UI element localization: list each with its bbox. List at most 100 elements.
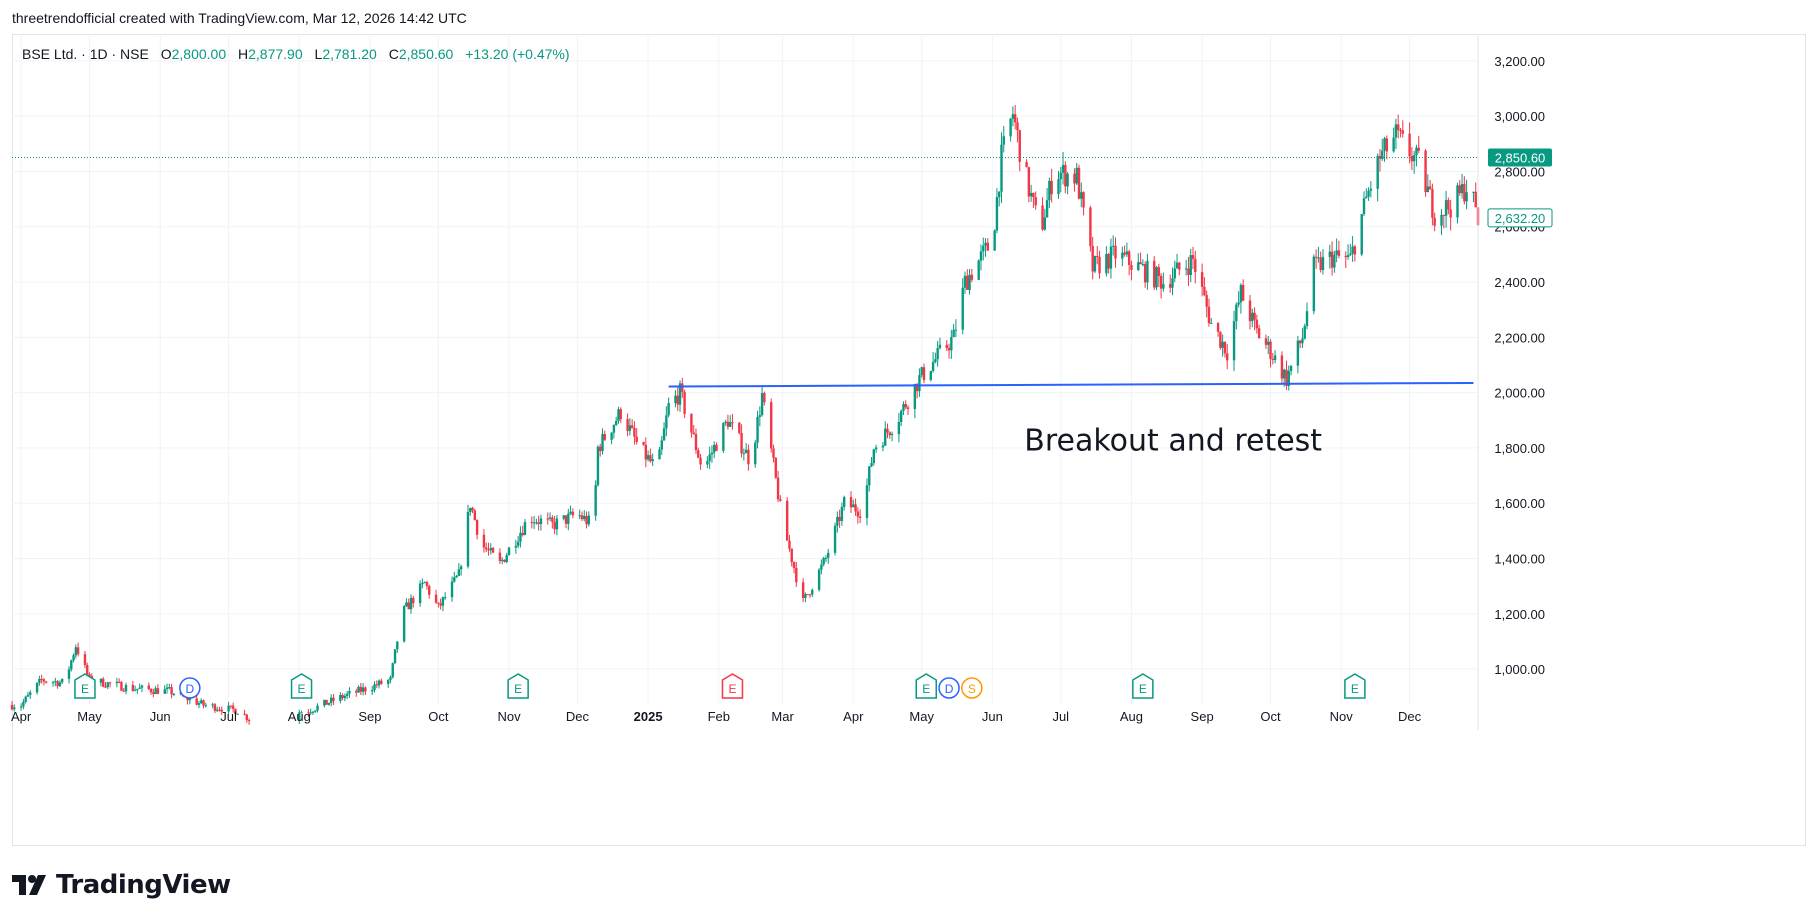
candle-body [74,647,78,656]
axis-layer: 1,000.00 1,200.00 1,400.00 1,600.00 1,800.00… [11,36,1553,730]
candle-body [1109,246,1113,269]
candle-body [870,462,873,467]
symbol-label[interactable]: BSE Ltd. · 1D · NSE [22,46,149,62]
x-tick-label: Apr [843,709,864,724]
candle-body [555,518,559,530]
candle-body [1153,260,1156,288]
candle-body [1121,252,1124,259]
candle-body [665,415,668,429]
candle-body [754,442,757,465]
candle-body [633,427,636,437]
candle-body [1351,246,1354,254]
candle-body [920,367,923,376]
candle-body [332,697,335,701]
candle-body [801,582,805,599]
candle-body [728,422,732,427]
chart-frame[interactable] [12,34,1806,846]
candle-body [1426,186,1430,193]
candle-body [1239,284,1243,303]
candle-body [140,685,144,688]
candle-body [323,699,326,706]
tradingview-logo[interactable]: TradingView [12,870,231,900]
candle-body [482,534,486,548]
candle-body [1187,268,1190,275]
x-tick-label: Jul [220,709,237,724]
candle-body [874,447,878,450]
candle-body [790,548,793,563]
candle-body [138,687,141,689]
earnings-marker-label: E [728,682,736,696]
candle-body [514,545,518,548]
candle-body [1424,150,1427,193]
earnings-marker-label: E [1351,682,1359,696]
candle-body [904,404,907,408]
candle-body [54,681,57,683]
candle-body [546,518,549,520]
candle-body [772,448,775,458]
candle-body [218,709,221,711]
candle-body [152,692,155,694]
candle-body [439,603,442,606]
candles-layer [10,104,1480,725]
candle-body [1139,262,1142,265]
candle-body [325,699,328,705]
candle-body [393,649,397,664]
candle-body [724,421,727,424]
candle-body [88,674,91,677]
candle-body [1162,284,1165,289]
candle-body [539,518,543,525]
candle-body [1223,341,1227,354]
candle-body [1346,255,1350,258]
candle-body [628,425,632,431]
candle-body [852,504,855,508]
candle-body [231,705,235,709]
x-tick-label: Dec [566,709,590,724]
candle-body [824,557,828,559]
candle-body [1016,122,1019,131]
candle-body [731,422,734,424]
tradingview-brand: TradingView [56,870,231,900]
candle-body [405,602,408,607]
x-tick-label: Dec [1398,709,1422,724]
high-label: H [238,46,249,62]
candle-body [1194,259,1197,273]
earnings-marker-label: E [81,682,89,696]
x-tick-label: Feb [708,709,730,724]
candle-body [1269,341,1272,359]
candle-body [1000,144,1003,192]
candle-body [1444,200,1448,216]
candle-body [1333,254,1336,268]
low-label: L [314,46,323,62]
close-label: C [388,46,399,62]
candle-body [1032,192,1035,198]
candle-body [950,337,953,351]
candle-body [1226,353,1229,361]
candle-body [1369,188,1373,191]
candle-body [1146,260,1149,283]
candle-body [888,432,891,436]
candle-body [211,704,214,706]
candle-body [1143,264,1147,283]
candle-body [407,602,410,610]
candle-body [646,455,650,460]
candle-body [1235,304,1238,322]
candle-body [298,712,301,721]
candle-body [1089,207,1092,247]
candle-body [1080,192,1083,199]
candle-body [316,705,319,711]
candle-body [172,693,176,695]
candle-body [776,477,780,500]
x-tick-label: May [77,709,102,724]
candle-body [986,242,990,251]
dividend-marker-label: D [945,682,954,696]
candle-body [899,410,903,422]
candle-body [469,507,472,512]
candle-body [1365,196,1368,199]
candle-body [763,393,766,403]
candle-body [792,562,796,568]
candle-body [934,359,937,362]
candle-body [519,532,522,542]
y-tick-label: 1,000.00 [1494,662,1545,677]
